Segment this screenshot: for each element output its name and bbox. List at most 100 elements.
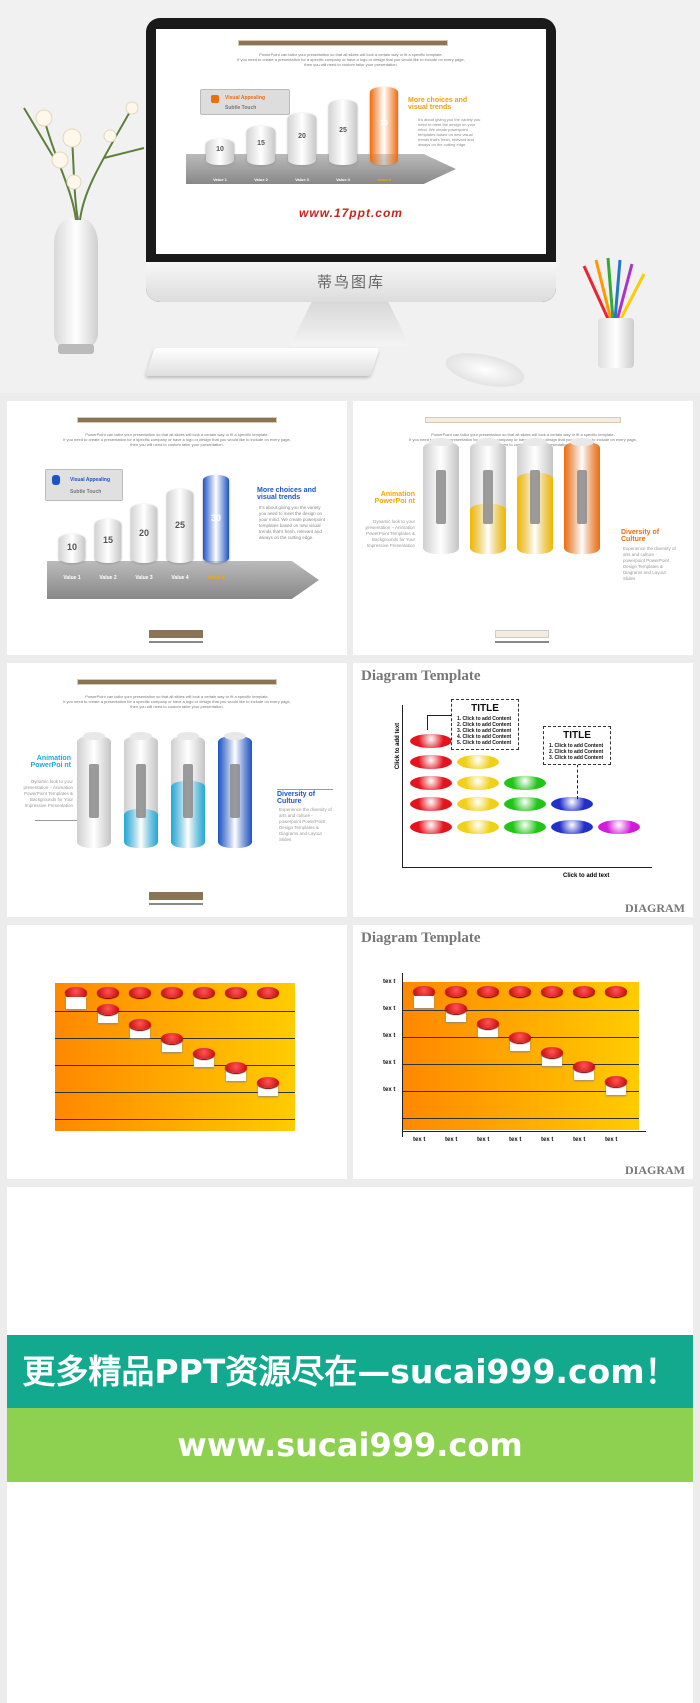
red-dot — [541, 1047, 563, 1058]
right-heading: Diversity of Culture — [277, 791, 316, 805]
connector-line — [277, 789, 333, 790]
grid-line — [403, 1064, 639, 1065]
legend-box: Visual Appealing Subtle Touch — [45, 469, 123, 501]
monitor-stand — [290, 302, 410, 346]
x-axis — [402, 1131, 646, 1132]
y-tick-label: tex t — [383, 1060, 396, 1066]
promo-url-banner[interactable]: www.sucai999.com — [7, 1408, 693, 1482]
tube-cap — [476, 438, 500, 446]
intro-line: If you need to create a presentation for… — [409, 437, 637, 442]
red-dot — [541, 986, 563, 997]
legend-box: Visual Appealing Subtle Touch — [200, 89, 290, 115]
footer-line — [149, 641, 203, 643]
legend-subtitle: Subtle Touch — [225, 105, 257, 111]
tube-core — [89, 764, 99, 818]
brand-url: www.17ppt.com — [299, 206, 403, 220]
step-box — [66, 997, 86, 1009]
oval-marker — [457, 776, 499, 790]
oval-marker — [504, 797, 546, 811]
pencil-cup — [598, 318, 634, 368]
intro-line: If you need to create a presentation for… — [237, 57, 465, 62]
oval-marker — [457, 797, 499, 811]
y-tick-label: tex t — [383, 1087, 396, 1093]
oval-marker — [457, 755, 499, 769]
slide-heading: More choices and visual trends — [257, 487, 317, 501]
grid-line — [403, 1118, 639, 1119]
callout-line — [427, 715, 428, 730]
oval-marker — [551, 797, 593, 811]
diagram-title: Diagram Template — [361, 930, 481, 946]
category-label: Value 2 — [99, 575, 117, 581]
arrow-base — [47, 561, 319, 599]
callout-line — [577, 759, 578, 799]
oval-marker — [410, 776, 452, 790]
intro-line: PowerPoint can tailor your presentation … — [85, 432, 269, 437]
legend-subtitle: Subtle Touch — [70, 489, 102, 495]
x-tick-label: tex t — [573, 1137, 586, 1143]
slide-panel-orange-tubes: PowerPoint can tailor your presentation … — [353, 401, 693, 655]
red-dot — [477, 986, 499, 997]
category-label: Value 2 — [254, 177, 268, 182]
slide-body: It's about giving you the variety you ne… — [259, 505, 325, 540]
tube-cap — [83, 732, 105, 740]
x-tick-label: tex t — [605, 1137, 618, 1143]
oval-marker — [410, 797, 452, 811]
footer-line — [149, 903, 203, 905]
title-callout-2: TITLE 1. Click to add Content 2. Click t… — [543, 726, 611, 765]
cylinder-bar — [203, 474, 229, 563]
promo-text: 更多精品PPT资源尽在—sucai999.com！ — [22, 1352, 678, 1391]
footer-bar — [495, 630, 549, 638]
cylinder-bar — [59, 533, 85, 563]
category-label: Value 4 — [171, 575, 189, 581]
grid-line — [55, 1011, 295, 1012]
bar-value-label: 20 — [138, 527, 149, 538]
footer-bar — [149, 630, 203, 638]
promo-url[interactable]: www.sucai999.com — [177, 1426, 523, 1464]
y-axis-label: Click to add text — [395, 722, 401, 770]
category-label: Value 1 — [63, 575, 81, 581]
legend-title: Visual Appealing — [225, 95, 266, 101]
callout-item: 1. Click to add Content — [549, 743, 604, 749]
red-dot — [445, 1003, 467, 1014]
callout-item: 3. Click to add Content — [549, 755, 604, 761]
red-dot — [97, 987, 119, 998]
x-tick-label: tex t — [541, 1137, 554, 1143]
red-dot — [193, 987, 215, 998]
tube-core — [230, 764, 240, 818]
red-dot — [129, 987, 151, 998]
flowers-icon — [23, 101, 145, 221]
keyboard — [145, 348, 380, 376]
bar-value-label: 10 — [66, 542, 77, 553]
category-label: Value 1 — [213, 177, 227, 182]
bar-value-label: 15 — [102, 534, 113, 545]
bar-value-label: 25 — [174, 520, 185, 531]
monitor-screen: PowerPoint can tailor your presentation … — [156, 29, 546, 254]
oval-marker — [410, 734, 452, 748]
promo-banner: 更多精品PPT资源尽在—sucai999.com！ — [7, 1335, 693, 1408]
footer-line — [495, 641, 549, 643]
x-tick-label: tex t — [445, 1137, 458, 1143]
slide-intro: PowerPoint can tailor your presentation … — [17, 694, 337, 709]
red-dot — [65, 987, 87, 998]
red-dot — [257, 1077, 279, 1088]
tube-core — [436, 470, 446, 524]
right-body: Experience the diversity of arts and cul… — [623, 546, 676, 581]
red-dot — [605, 1076, 627, 1087]
tube-cap — [224, 732, 246, 740]
red-dot — [509, 986, 531, 997]
y-axis — [402, 973, 403, 1137]
slide-heading: More choices and visual trends — [408, 97, 468, 111]
tube-cap — [523, 438, 547, 446]
red-dot — [129, 1019, 151, 1030]
cylinder-bar — [288, 113, 316, 165]
red-dot — [193, 1048, 215, 1059]
slide-body: It's about giving you the variety you ne… — [418, 117, 481, 147]
legend-swatch — [211, 95, 219, 103]
oval-marker — [598, 820, 640, 834]
x-axis — [402, 867, 652, 868]
tube-core — [577, 470, 587, 524]
red-dot — [605, 986, 627, 997]
oval-marker — [504, 776, 546, 790]
red-dot — [573, 1061, 595, 1072]
diagram-footer: DIAGRAM — [625, 1163, 685, 1177]
